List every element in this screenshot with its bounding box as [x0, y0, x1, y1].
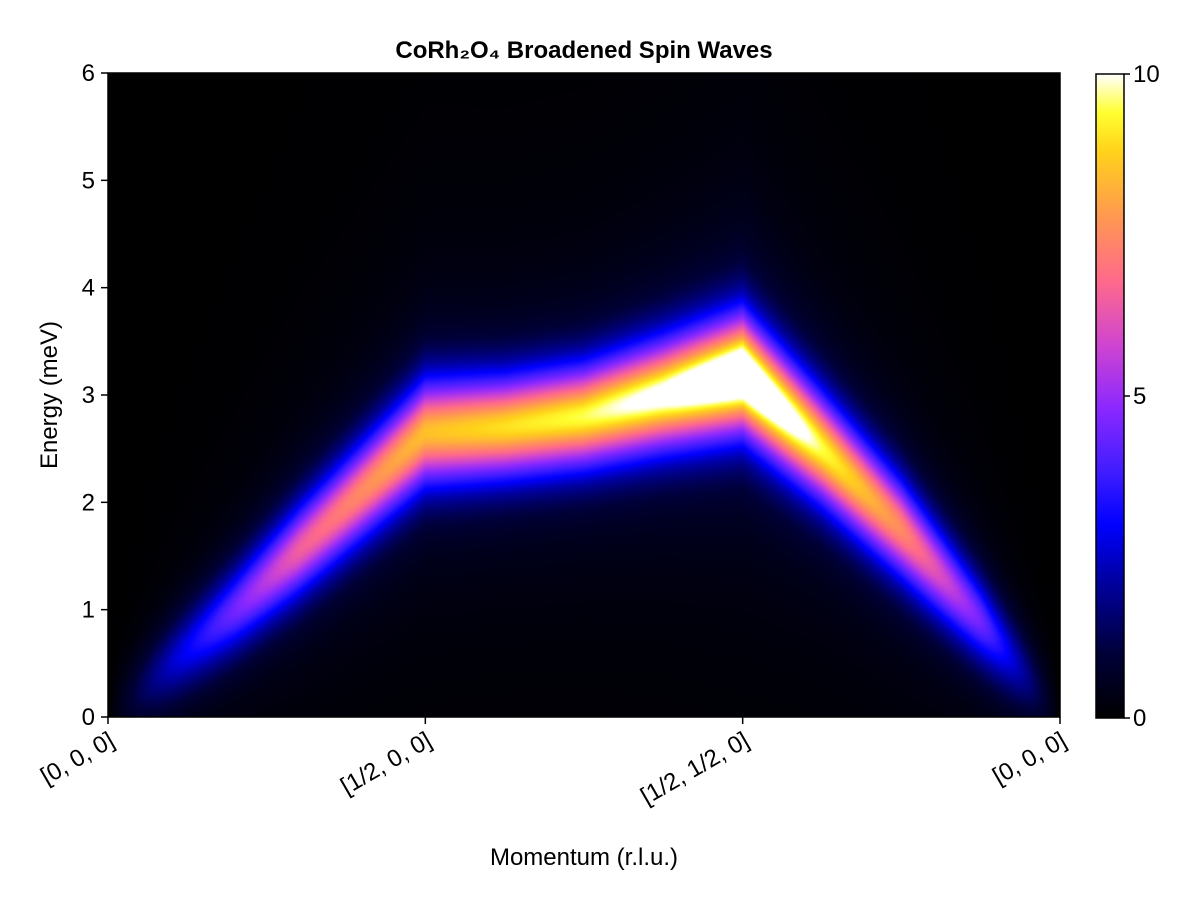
x-tick-label: [0, 0, 0]	[988, 727, 1071, 790]
y-axis: 0 1 2 3 4 5 6	[82, 60, 108, 731]
heatmap-image	[108, 73, 1060, 717]
colorbar-gradient	[1096, 74, 1124, 718]
y-tick-label: 3	[82, 382, 95, 409]
x-axis-label: Momentum (r.l.u.)	[490, 844, 678, 871]
y-tick-label: 5	[82, 167, 95, 194]
y-tick-label: 4	[82, 275, 95, 302]
x-tick-label: [0, 0, 0]	[36, 727, 119, 790]
y-tick-label: 1	[82, 597, 95, 624]
colorbar-ticks: 0 5 10	[1124, 61, 1160, 732]
plot-area	[107, 72, 1061, 718]
colorbar-tick-label: 5	[1133, 383, 1146, 410]
colorbar: 0 5 10	[1095, 61, 1160, 732]
colorbar-tick-label: 10	[1133, 61, 1160, 88]
x-tick-label: [1/2, 1/2, 0]	[636, 727, 754, 810]
y-tick-label: 0	[82, 704, 95, 731]
y-axis-label: Energy (meV)	[36, 321, 63, 469]
x-axis: [0, 0, 0] [1/2, 0, 0] [1/2, 1/2, 0] [0, 0, …	[36, 717, 1071, 810]
colorbar-tick-label: 0	[1133, 705, 1146, 732]
x-tick-label: [1/2, 0, 0]	[336, 727, 436, 800]
chart-title: CoRh₂O₄ Broadened Spin Waves	[395, 37, 772, 64]
y-tick-label: 6	[82, 60, 95, 87]
y-tick-label: 2	[82, 489, 95, 516]
